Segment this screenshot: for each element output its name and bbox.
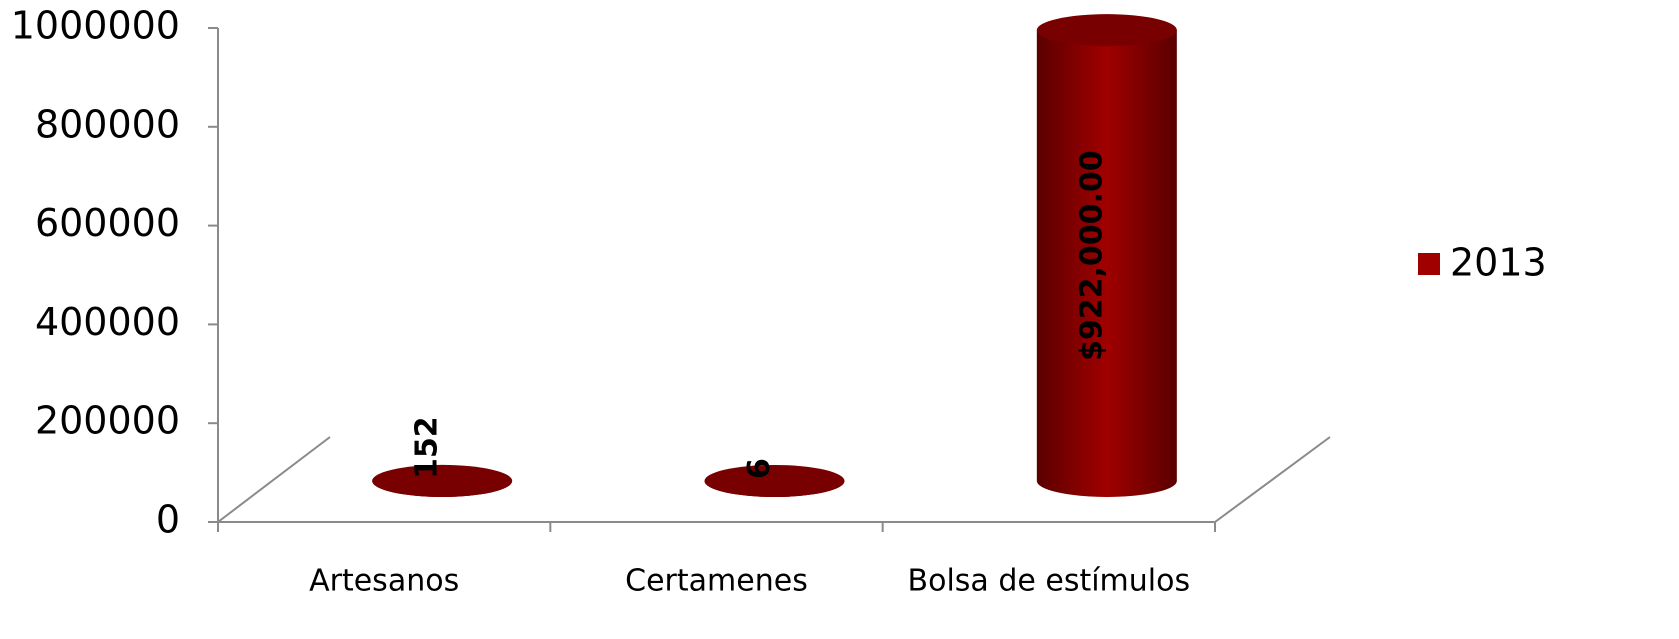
bar-cap — [372, 464, 513, 497]
legend-label: 2013 — [1450, 241, 1547, 285]
bar-cap — [704, 464, 845, 497]
data-label: $922,000.00 — [1074, 150, 1109, 361]
x-tick-label: Certamenes — [625, 564, 808, 599]
x-tick-label: Bolsa de estímulos — [908, 564, 1191, 599]
cap-shade — [704, 464, 845, 497]
bar — [1036, 30, 1177, 497]
data-label: 152 — [410, 416, 445, 479]
legend-swatch — [1418, 253, 1440, 275]
bar-cap — [1036, 14, 1177, 47]
cap-shade — [1036, 14, 1177, 47]
cap-shade — [372, 464, 513, 497]
y-tick-label: 1000000 — [11, 4, 180, 48]
floor-edge — [1214, 436, 1331, 523]
y-tick-label: 600000 — [35, 201, 180, 245]
y-tick-label: 200000 — [35, 399, 180, 443]
y-tick-label: 400000 — [35, 300, 180, 344]
floor-edge — [217, 436, 331, 523]
y-tick-label: 0 — [156, 498, 180, 542]
x-tick-label: Artesanos — [309, 564, 459, 599]
y-tick-label: 800000 — [35, 102, 180, 146]
data-label: 6 — [742, 458, 777, 479]
